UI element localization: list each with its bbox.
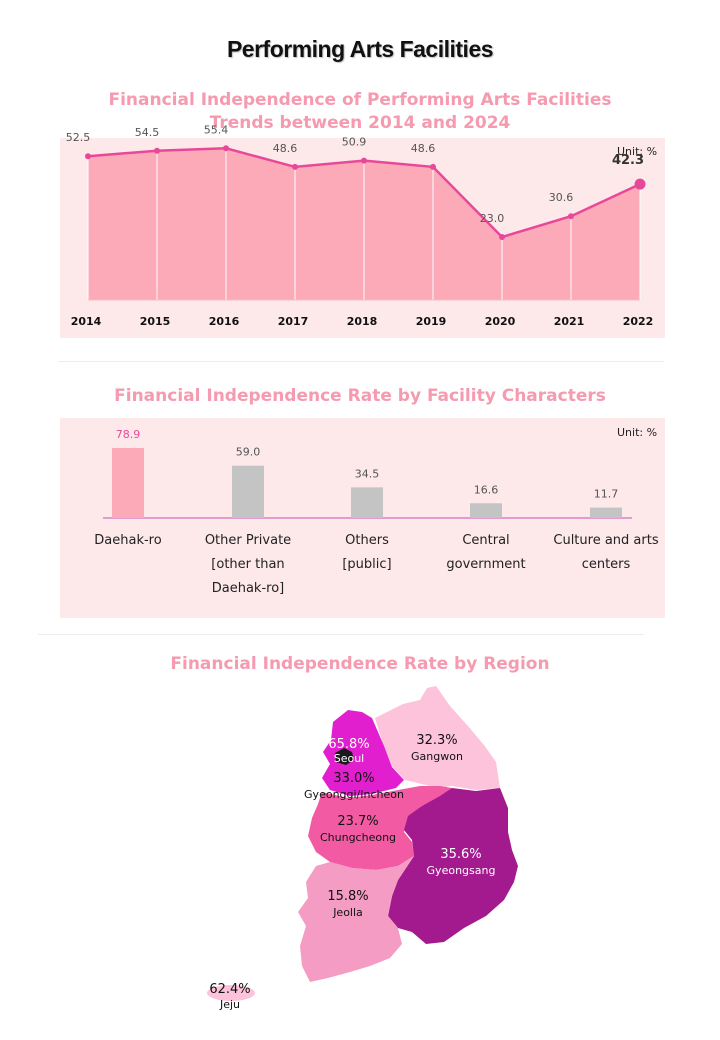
trend-x-tick-label: 2019 <box>416 315 447 328</box>
trend-chart-title: Financial Independence of Performing Art… <box>0 89 720 135</box>
trend-value-label: 55.4 <box>204 123 229 136</box>
trend-x-tick-label: 2020 <box>485 315 516 328</box>
trend-value-label: 30.6 <box>549 191 574 204</box>
bar-value-label: 34.5 <box>355 467 380 480</box>
trend-point <box>154 147 160 154</box>
trend-value-label: 48.6 <box>411 142 436 155</box>
bar-category-label: Daehak-ro <box>94 533 161 548</box>
region-value-label: 23.7% <box>337 814 378 829</box>
bar-category-label: Other Private <box>205 533 291 548</box>
bar <box>232 465 264 518</box>
trend-value-label: 23.0 <box>480 212 505 225</box>
region-name-label: Gyeongsang <box>427 864 496 877</box>
trend-point <box>430 163 436 170</box>
trend-x-tick-label: 2014 <box>71 315 102 328</box>
bar-category-label: Daehak-ro] <box>212 581 284 596</box>
region-name-label: Gangwon <box>411 750 463 763</box>
bar-value-label: 16.6 <box>474 483 499 496</box>
bar-category-label: [public] <box>342 557 391 572</box>
region-value-label: 32.3% <box>416 733 457 748</box>
trend-chart-subtitle: Trends between 2014 and 2024 <box>209 113 511 133</box>
trend-unit-label: Unit: % <box>617 145 658 158</box>
region-value-label: 15.8% <box>327 889 368 904</box>
region-seoul-shape <box>335 748 354 765</box>
trend-chart-title-line1: Financial Independence of Performing Art… <box>108 90 612 110</box>
region-gyeongsang-shape <box>388 788 518 944</box>
region-name-label: Jeolla <box>332 906 363 919</box>
trend-value-label: 48.6 <box>273 142 298 155</box>
trend-point <box>568 213 574 220</box>
bar <box>470 503 502 518</box>
bar-category-label: government <box>446 557 525 572</box>
region-chungcheong-shape <box>308 786 452 870</box>
region-name-label: Jeju <box>219 998 240 1011</box>
trend-x-tick-label: 2018 <box>347 315 378 328</box>
trend-point <box>85 153 91 160</box>
region-name-label: Seoul <box>334 752 365 765</box>
region-value-label: 35.6% <box>440 847 481 862</box>
bar-category-label: Others <box>345 533 389 548</box>
bar-chart: 78.9 Daehak-ro 59.0 Other Private [other tha… <box>94 428 659 596</box>
trend-point <box>292 163 298 170</box>
region-gyeonggi-incheon-shape <box>322 710 404 796</box>
trend-value-label: 52.5 <box>66 131 91 144</box>
region-jeolla-shape <box>298 856 414 982</box>
trend-x-tick-label: 2022 <box>623 315 654 328</box>
trend-point <box>634 178 646 190</box>
region-name-label: Gyeonggi/Incheon <box>304 788 404 801</box>
trend-value-label: 54.5 <box>135 126 160 139</box>
bar <box>590 507 622 518</box>
bar-category-label: Culture and arts <box>553 533 658 548</box>
bar-unit-label: Unit: % <box>617 426 658 439</box>
bar-value-label: 59.0 <box>236 446 261 459</box>
trend-value-label: 50.9 <box>342 136 367 149</box>
trend-value-label: 42.3 <box>612 153 644 168</box>
trend-point <box>223 145 229 152</box>
bar-category-label: [other than <box>211 557 284 572</box>
region-value-label: 33.0% <box>333 771 374 786</box>
trend-x-tick-label: 2015 <box>140 315 171 328</box>
bar-category-label: Central <box>462 533 509 548</box>
bar <box>112 448 144 518</box>
trend-point <box>361 157 367 164</box>
bar <box>351 487 383 518</box>
bar-chart-title: Financial Independence Rate by Facility … <box>114 386 606 406</box>
bar-category-label: centers <box>582 557 631 572</box>
page-title: Performing Arts Facilities <box>226 36 494 62</box>
region-gangwon-shape <box>375 686 500 790</box>
korea-map-shapes <box>207 686 518 1001</box>
trend-point <box>499 234 505 241</box>
region-name-label: Chungcheong <box>320 831 396 844</box>
region-value-label: 62.4% <box>209 982 250 997</box>
trend-x-tick-label: 2017 <box>278 315 309 328</box>
region-chart-title: Financial Independence Rate by Region <box>170 654 550 674</box>
region-value-label: 65.8% <box>328 737 369 752</box>
bar-value-label: 78.9 <box>116 428 141 441</box>
section-divider-1 <box>58 361 664 362</box>
trend-chart: 52.5 2014 54.5 2015 55.4 2016 48.6 2017 50.9 2018… <box>66 123 654 328</box>
section-divider-2 <box>38 634 644 635</box>
region-jeju-shape <box>207 985 255 1001</box>
map-labels: 65.8%Seoul 33.0% Gyeonggi/Incheon 32.3% Gang… <box>209 733 495 1011</box>
trend-x-tick-label: 2016 <box>209 315 240 328</box>
trend-x-tick-label: 2021 <box>554 315 585 328</box>
bar-value-label: 11.7 <box>594 488 619 501</box>
